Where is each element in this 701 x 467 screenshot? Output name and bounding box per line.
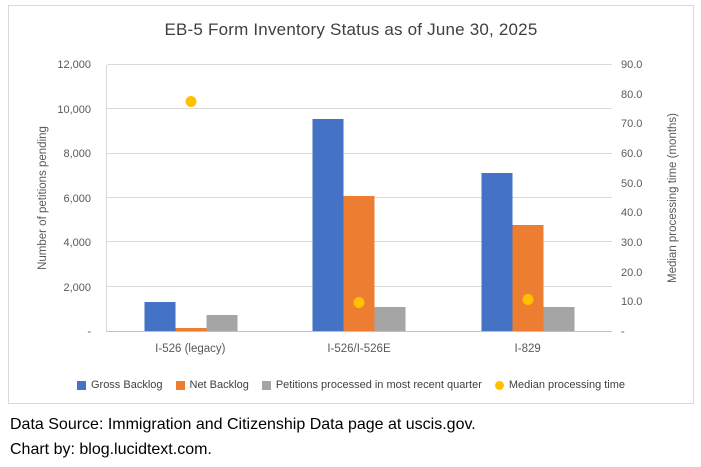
right-axis-tick: 70.0 [621, 118, 643, 131]
legend-label: Gross Backlog [90, 379, 163, 391]
legend-label: Petitions processed in most recent quart… [275, 379, 482, 391]
bar-net-backlog [175, 327, 207, 331]
bar-petitions-processed-in-most-recent-quarter [206, 315, 238, 331]
right-axis-tick: 20.0 [621, 266, 643, 279]
right-axis-tick: 60.0 [621, 148, 643, 161]
left-axis-tick: 10,000 [57, 103, 91, 116]
legend-marker-median-processing-time-circle-icon [494, 380, 504, 390]
bar-gross-backlog [144, 302, 176, 331]
category-slot-i-526-i-526e [275, 65, 443, 331]
bar-cluster [312, 65, 406, 331]
x-axis-label: I-526 (legacy) [155, 343, 226, 355]
legend-label: Net Backlog [189, 379, 249, 391]
bar-net-backlog [512, 224, 544, 331]
right-axis-tick: 50.0 [621, 177, 643, 190]
legend-marker-gross-backlog-square-icon [76, 380, 86, 390]
gridline [107, 108, 612, 110]
right-axis-tick: - [621, 326, 625, 338]
gridline [107, 152, 612, 154]
bar-cluster [144, 65, 238, 331]
right-axis-tick: 40.0 [621, 207, 643, 220]
legend-item-median-processing-time: Median processing time [494, 379, 626, 391]
chart-frame: EB-5 Form Inventory Status as of June 30… [8, 5, 694, 404]
footer-data-source: Data Source: Immigration and Citizenship… [10, 416, 476, 433]
bar-petitions-processed-in-most-recent-quarter [374, 306, 406, 331]
category-slot-i-829 [444, 65, 612, 331]
category-slot-i-526-legacy [107, 65, 275, 331]
left-axis-tick: 8,000 [63, 148, 91, 161]
right-axis-tick: 30.0 [621, 237, 643, 250]
bar-cluster [481, 65, 575, 331]
right-axis-tick: 80.0 [621, 88, 643, 101]
bar-petitions-processed-in-most-recent-quarter [543, 306, 575, 331]
legend-item-gross-backlog: Gross Backlog [76, 379, 163, 391]
legend-marker-petitions-processed-in-most-recent-quarter-square-icon [261, 380, 271, 390]
left-axis-tick: 4,000 [63, 237, 91, 250]
right-axis-tick: 10.0 [621, 296, 643, 309]
left-axis-ticks: - 2,000 4,000 6,000 8,000 10,000 12,000 [9, 59, 99, 338]
right-axis-tick: 90.0 [621, 59, 643, 71]
bar-gross-backlog [312, 119, 344, 331]
point-median-processing-time [353, 296, 365, 308]
right-axis-ticks: - 10.0 20.0 30.0 40.0 50.0 60.0 70.0 80.0 90.0 [621, 59, 691, 338]
legend-label: Median processing time [508, 379, 626, 391]
bar-gross-backlog [481, 172, 513, 331]
legend-marker-net-backlog-square-icon [175, 380, 185, 390]
left-axis-tick: - [87, 326, 91, 338]
point-median-processing-time [522, 293, 534, 305]
plot-area [106, 64, 612, 332]
legend-item-petitions-processed-in-most-recent-quarter: Petitions processed in most recent quart… [261, 379, 482, 391]
left-axis-tick: 12,000 [57, 59, 91, 71]
legend-item-net-backlog: Net Backlog [175, 379, 249, 391]
gridline [107, 64, 612, 65]
point-median-processing-time [185, 96, 197, 108]
legend: Gross Backlog Net Backlog Petitions proces… [9, 379, 693, 391]
chart-title: EB-5 Form Inventory Status as of June 30… [164, 20, 538, 39]
bar-net-backlog [343, 195, 375, 331]
left-axis-tick: 2,000 [63, 281, 91, 294]
x-axis-label: I-829 [514, 343, 541, 355]
footer-credit: Chart by: blog.lucidtext.com. [10, 441, 212, 458]
x-axis-label: I-526/I-526E [327, 343, 391, 355]
left-axis-tick: 6,000 [63, 192, 91, 205]
footer: Data Source: Immigration and Citizenship… [10, 412, 690, 462]
x-axis-labels: I-526 (legacy) I-526/I-526E I-829 [106, 343, 612, 359]
